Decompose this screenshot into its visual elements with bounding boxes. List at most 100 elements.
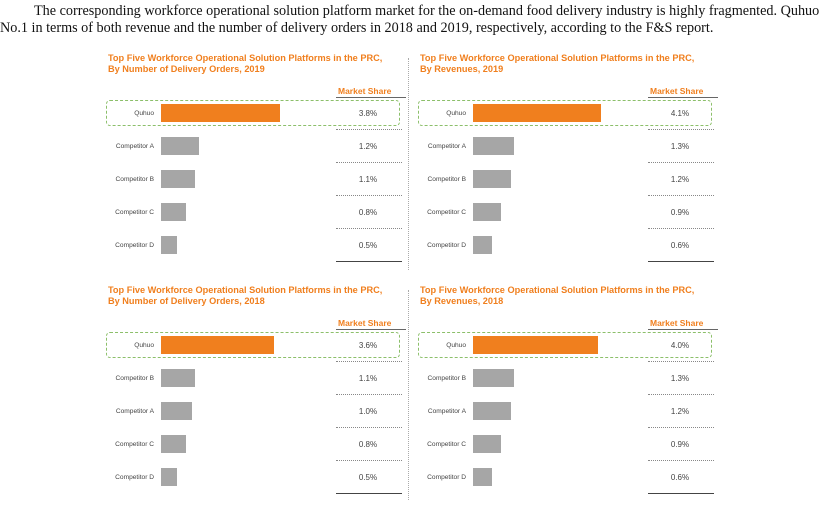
row-rule — [336, 394, 402, 395]
market-share-value: 0.6% — [670, 241, 690, 250]
chart-row: Competitor B 1.1% — [106, 167, 406, 200]
chart-panel-revenues-2018: Top Five Workforce Operational Solution … — [418, 285, 728, 505]
chart-row: Competitor C 0.9% — [418, 432, 718, 465]
row-rule — [648, 162, 714, 163]
highlight-frame — [106, 332, 400, 358]
bar-competitor-c — [473, 203, 502, 221]
bar-competitor-a — [161, 402, 193, 420]
chart-row: Competitor D 0.5% — [106, 465, 406, 498]
chart-row: Competitor B 1.3% — [418, 366, 718, 399]
chart-title: Top Five Workforce Operational Solution … — [108, 53, 382, 75]
market-share-value: 0.8% — [358, 440, 378, 449]
chart-row: Competitor C 0.9% — [418, 200, 718, 233]
header-rule — [336, 329, 406, 330]
row-rule — [648, 493, 714, 494]
row-rule — [336, 228, 402, 229]
chart-row: Quhuo 4.1% — [418, 101, 718, 134]
chart-row: Quhuo 4.0% — [418, 333, 718, 366]
bar-competitor-b — [473, 170, 511, 188]
bar-competitor-c — [161, 203, 186, 221]
category-label: Competitor B — [427, 176, 466, 183]
row-rule — [336, 129, 402, 130]
chart-title: Top Five Workforce Operational Solution … — [420, 285, 694, 307]
bar-quhuo — [161, 104, 280, 122]
chart-title: Top Five Workforce Operational Solution … — [108, 285, 382, 307]
row-rule — [648, 460, 714, 461]
market-share-header: Market Share — [338, 86, 392, 96]
chart-panel-revenues-2019: Top Five Workforce Operational Solution … — [418, 53, 728, 273]
market-share-value: 3.8% — [358, 109, 378, 118]
category-label: Competitor D — [427, 474, 466, 481]
market-share-value: 1.0% — [358, 407, 378, 416]
bar-competitor-d — [161, 236, 177, 254]
intro-line-1: The corresponding workforce operational … — [34, 3, 822, 19]
market-share-value: 4.1% — [670, 109, 690, 118]
chart-title-line-2: By Revenues, 2018 — [420, 296, 504, 306]
market-share-value: 0.9% — [670, 440, 690, 449]
market-share-value: 3.6% — [358, 341, 378, 350]
bar-competitor-a — [473, 402, 511, 420]
chart-panel-orders-2018: Top Five Workforce Operational Solution … — [106, 285, 416, 505]
chart-row: Competitor A 1.2% — [106, 134, 406, 167]
category-label: Competitor A — [115, 143, 154, 150]
market-share-value: 4.0% — [670, 341, 690, 350]
row-rule — [336, 493, 402, 494]
header-rule — [648, 329, 718, 330]
market-share-value: 1.3% — [670, 374, 690, 383]
bar-competitor-c — [161, 435, 186, 453]
category-label: Competitor C — [115, 441, 154, 448]
chart-row: Competitor C 0.8% — [106, 432, 406, 465]
market-share-value: 1.2% — [670, 175, 690, 184]
row-rule — [648, 228, 714, 229]
market-share-value: 0.8% — [358, 208, 378, 217]
bar-quhuo — [473, 104, 602, 122]
category-label: Competitor A — [115, 408, 154, 415]
market-share-value: 0.9% — [670, 208, 690, 217]
chart-row: Competitor D 0.6% — [418, 233, 718, 266]
category-label: Competitor C — [427, 441, 466, 448]
market-share-header: Market Share — [338, 318, 392, 328]
row-rule — [336, 261, 402, 262]
market-share-value: 1.2% — [670, 407, 690, 416]
highlight-frame — [418, 100, 712, 126]
bar-competitor-b — [473, 369, 514, 387]
market-share-value: 0.6% — [670, 473, 690, 482]
market-share-value: 0.5% — [358, 241, 378, 250]
chart-row: Quhuo 3.6% — [106, 333, 406, 366]
chart-row: Competitor D 0.6% — [418, 465, 718, 498]
row-rule — [336, 162, 402, 163]
market-share-header: Market Share — [650, 318, 704, 328]
bar-quhuo — [473, 336, 598, 354]
highlight-frame — [418, 332, 712, 358]
row-rule — [648, 261, 714, 262]
intro-paragraph: The corresponding workforce operational … — [0, 3, 822, 37]
bar-competitor-a — [161, 137, 199, 155]
row-rule — [336, 361, 402, 362]
chart-row: Competitor B 1.2% — [418, 167, 718, 200]
market-share-value: 1.2% — [358, 142, 378, 151]
highlight-frame — [106, 100, 400, 126]
market-share-header: Market Share — [650, 86, 704, 96]
chart-title: Top Five Workforce Operational Solution … — [420, 53, 694, 75]
category-label: Competitor B — [427, 375, 466, 382]
panel-divider-bottom — [408, 290, 409, 500]
category-label: Competitor D — [115, 474, 154, 481]
category-label: Quhuo — [134, 342, 154, 349]
chart-title-line-1: Top Five Workforce Operational Solution … — [420, 53, 695, 63]
row-rule — [336, 460, 402, 461]
panel-divider-top — [408, 58, 409, 270]
row-rule — [648, 394, 714, 395]
bar-competitor-b — [161, 170, 196, 188]
chart-row: Competitor B 1.1% — [106, 366, 406, 399]
chart-panel-orders-2019: Top Five Workforce Operational Solution … — [106, 53, 416, 273]
chart-row: Competitor D 0.5% — [106, 233, 406, 266]
market-share-value: 1.3% — [670, 142, 690, 151]
market-share-value: 1.1% — [358, 374, 378, 383]
bar-competitor-d — [161, 468, 177, 486]
bar-competitor-d — [473, 236, 492, 254]
row-rule — [648, 195, 714, 196]
chart-title-line-2: By Number of Delivery Orders, 2019 — [108, 64, 265, 74]
chart-title-line-1: Top Five Workforce Operational Solution … — [108, 53, 383, 63]
category-label: Quhuo — [446, 110, 466, 117]
chart-row: Competitor A 1.2% — [418, 399, 718, 432]
